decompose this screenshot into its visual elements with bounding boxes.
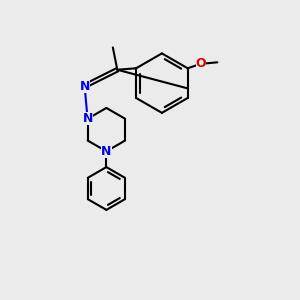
Text: N: N bbox=[82, 112, 93, 125]
Text: N: N bbox=[101, 145, 112, 158]
Text: O: O bbox=[196, 57, 206, 70]
Text: N: N bbox=[80, 80, 90, 93]
